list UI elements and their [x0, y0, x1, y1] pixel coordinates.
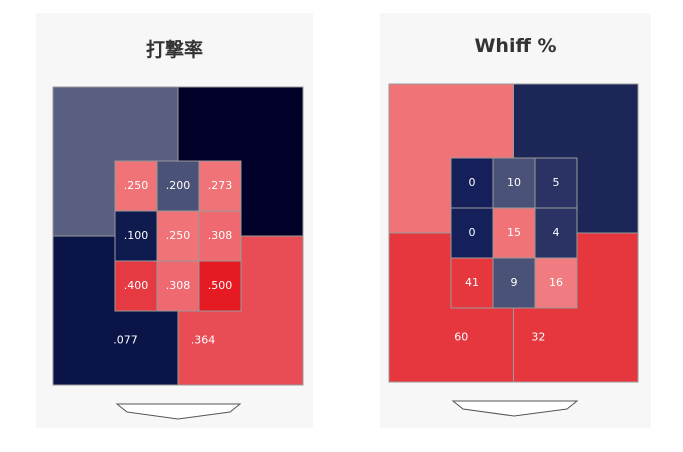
outer-zone-label-bottom-right: .364	[191, 333, 216, 346]
strike-zone-cell-label: 41	[465, 276, 479, 289]
strike-zone-cell	[492, 207, 536, 259]
strike-zone-cell	[450, 257, 494, 309]
strike-zone-cell-label: 16	[549, 276, 563, 289]
strike-zone-cell	[492, 157, 536, 209]
strike-zone-cell-label: 10	[507, 176, 521, 189]
strike-zone-cell	[114, 160, 158, 212]
strike-zone-cell	[198, 210, 242, 262]
strike-zone-cell	[534, 257, 578, 309]
strike-zone-cell-label: .500	[208, 279, 233, 292]
home-plate-icon	[451, 400, 579, 417]
strike-zone-cell-label: .308	[166, 279, 191, 292]
strike-zone-cell	[534, 207, 578, 259]
strike-zone-cell	[156, 210, 200, 262]
strike-zone-cell-label: .308	[208, 229, 233, 242]
strike-zone-cell-label: .200	[166, 179, 191, 192]
strike-zone-cell-label: 0	[469, 176, 476, 189]
outer-zone-label-bottom-left: .077	[113, 333, 138, 346]
chart-title: Whiff %	[474, 35, 557, 57]
strike-zone-cell-label: 15	[507, 226, 521, 239]
strike-zone-cell-label: 4	[553, 226, 560, 239]
strike-zone-cell	[534, 157, 578, 209]
strike-zone-cell	[156, 260, 200, 312]
strike-zone-cell-label: 0	[469, 226, 476, 239]
home-plate-icon	[115, 403, 242, 420]
strike-zone-cell-label: .273	[208, 179, 233, 192]
strike-zone-cell-label: 9	[511, 276, 518, 289]
outer-zone-label-bottom-left: 60	[454, 330, 468, 343]
strike-zone-cell-label: .400	[124, 279, 149, 292]
strike-zone-cell	[114, 210, 158, 262]
strike-zone-cell	[450, 157, 494, 209]
strike-zone-cell	[114, 260, 158, 312]
strike-zone-cell	[450, 207, 494, 259]
strike-zone-cell	[198, 160, 242, 212]
outer-zone-label-bottom-right: 32	[531, 330, 545, 343]
strike-zone-cell	[198, 260, 242, 312]
chart-title: 打撃率	[145, 39, 203, 61]
strike-zone-cell-label: .100	[124, 229, 149, 242]
strike-zone-cell-label: .250	[124, 179, 149, 192]
strike-zone-cell-label: 5	[553, 176, 560, 189]
strike-zone-cell-label: .250	[166, 229, 191, 242]
strike-zone-cell	[156, 160, 200, 212]
